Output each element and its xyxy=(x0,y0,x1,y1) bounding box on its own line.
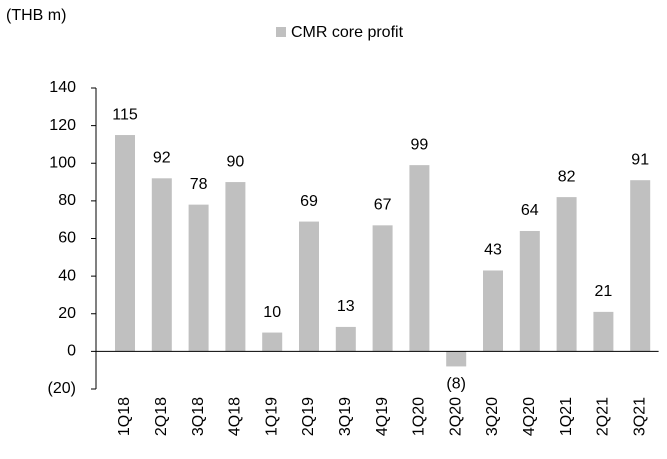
x-tick-label: 3Q19 xyxy=(337,397,354,436)
data-label: 67 xyxy=(374,197,392,214)
bar xyxy=(593,311,614,352)
data-label: 69 xyxy=(300,193,318,210)
x-tick-label: 4Q19 xyxy=(374,397,391,436)
y-axis-label: (THB m) xyxy=(6,7,66,24)
bar xyxy=(115,135,135,352)
bar xyxy=(225,182,246,352)
bar xyxy=(262,332,283,352)
x-tick-label: 4Q20 xyxy=(521,397,538,436)
bar xyxy=(519,230,540,352)
y-tick-label: 40 xyxy=(58,267,76,284)
data-label: 92 xyxy=(153,150,171,167)
data-label: 64 xyxy=(521,202,539,219)
x-tick-label: 1Q20 xyxy=(411,397,428,436)
data-label: 13 xyxy=(337,298,355,315)
data-label: 21 xyxy=(595,283,613,300)
x-tick-label: 2Q21 xyxy=(595,397,612,436)
data-label: 90 xyxy=(227,153,245,170)
data-label: 43 xyxy=(484,242,502,259)
x-tick-label: 2Q18 xyxy=(153,397,170,436)
bar xyxy=(372,225,393,352)
x-tick-label: 3Q21 xyxy=(631,397,648,436)
y-tick-label: 100 xyxy=(49,154,76,171)
data-label: 91 xyxy=(631,151,649,168)
x-tick-label: 2Q19 xyxy=(300,397,317,436)
y-tick-label: 120 xyxy=(49,117,76,134)
x-tick-label: 2Q20 xyxy=(447,397,464,436)
y-tick-label: (20) xyxy=(48,380,76,397)
x-tick-label: 1Q18 xyxy=(116,397,133,436)
y-tick-label: 20 xyxy=(58,305,76,322)
x-tick-label: 3Q20 xyxy=(484,397,501,436)
bar xyxy=(299,221,319,352)
bar xyxy=(188,204,209,352)
data-label: 99 xyxy=(411,136,429,153)
bar xyxy=(335,326,356,352)
bar xyxy=(446,351,467,367)
legend-label: CMR core profit xyxy=(291,24,404,41)
y-tick-label: 0 xyxy=(67,343,76,360)
y-tick-label: 60 xyxy=(58,230,76,247)
data-label: 78 xyxy=(190,176,208,193)
x-tick-label: 4Q18 xyxy=(227,397,244,436)
y-tick-label: 80 xyxy=(58,192,76,209)
bar xyxy=(151,178,172,352)
legend-swatch xyxy=(276,27,286,37)
bar xyxy=(556,197,577,352)
bar xyxy=(630,180,651,352)
data-label: 82 xyxy=(558,168,576,185)
data-label: 10 xyxy=(263,304,281,321)
data-label: 115 xyxy=(112,106,138,123)
x-tick-label: 1Q21 xyxy=(558,397,575,436)
bar xyxy=(483,270,503,352)
y-tick-label: 140 xyxy=(49,79,76,96)
data-label: (8) xyxy=(446,376,466,393)
x-tick-label: 3Q18 xyxy=(190,397,207,436)
x-tick-label: 1Q19 xyxy=(263,397,280,436)
bar xyxy=(409,165,430,352)
